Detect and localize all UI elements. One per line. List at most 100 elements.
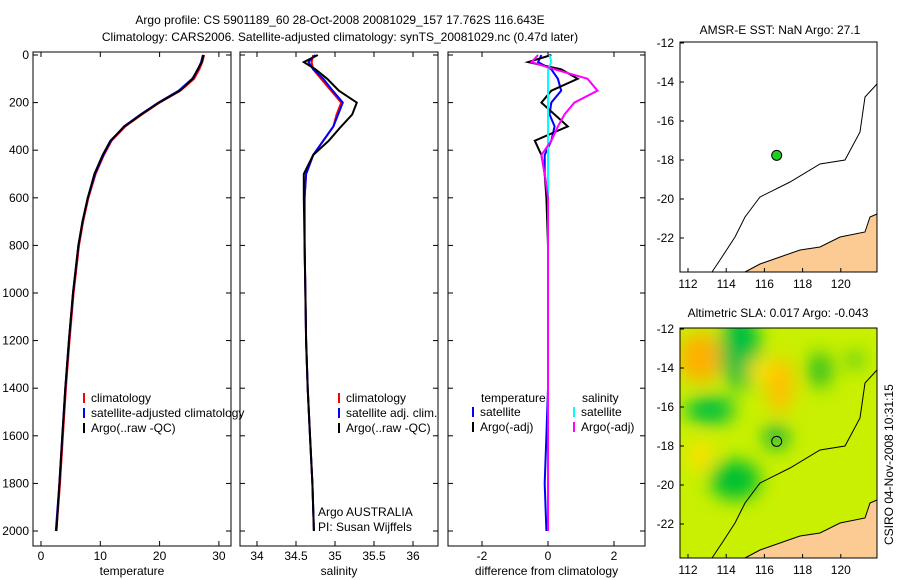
y-tick-label: 1200 <box>2 334 29 348</box>
sla-map-title: Altimetric SLA: 0.017 Argo: -0.043 <box>688 306 869 320</box>
series-line-climatology <box>55 54 206 532</box>
title-line1: Argo profile: CS 5901189_60 28-Oct-2008 … <box>135 13 544 27</box>
x-tick-label: 35.5 <box>362 549 386 563</box>
x-tick-label: 120 <box>831 563 851 577</box>
isobath-line <box>711 83 878 273</box>
legend-swatch <box>472 407 474 417</box>
series-line-argo-raw-qc- <box>55 54 205 532</box>
legend-swatch <box>573 407 575 417</box>
sla-anomaly-blob <box>808 352 832 388</box>
series-line-climatology <box>303 54 343 532</box>
y-tick-label: 1400 <box>2 381 29 395</box>
map-4-frame <box>679 327 878 559</box>
legend-label: climatology <box>346 391 406 405</box>
x-tick-label: 35 <box>328 549 342 563</box>
y-tick-label: 600 <box>9 191 29 205</box>
legend-heading: temperature <box>481 391 546 405</box>
pi-label: PI: Susan Wijffels <box>318 520 412 534</box>
argo-australia-label: Argo AUSTRALIA <box>318 505 413 519</box>
y-tick-label: -16 <box>657 400 675 414</box>
y-tick-label: 1800 <box>2 476 29 490</box>
legend-label: satellite <box>581 405 622 419</box>
y-tick-label: -18 <box>657 153 675 167</box>
y-tick-label: 800 <box>9 238 29 252</box>
sla-anomaly-blob <box>680 333 722 383</box>
footer-stamp: CSIRO 04-Nov-2008 10:31:15 <box>882 384 896 545</box>
legend-label: Argo(..raw -QC) <box>91 421 176 435</box>
x-axis-label: temperature <box>100 564 165 578</box>
map-3-frame <box>679 41 878 273</box>
x-tick-label: 30 <box>212 549 226 563</box>
y-tick-label: -22 <box>657 517 675 531</box>
y-tick-label: -18 <box>657 439 675 453</box>
x-tick-label: 120 <box>831 277 851 291</box>
sst-map-title: AMSR-E SST: NaN Argo: 27.1 <box>700 23 861 37</box>
y-tick-label: -12 <box>657 36 675 50</box>
series-line-salinity-argo-adj- <box>529 54 600 531</box>
legend-swatch <box>338 393 340 403</box>
legend-label: Argo(..raw -QC) <box>346 421 431 435</box>
argo-float-marker <box>771 435 783 447</box>
sla-anomaly-blob <box>685 396 735 424</box>
y-tick-label: 200 <box>9 96 29 110</box>
x-tick-label: 116 <box>755 563 774 577</box>
x-tick-label: 116 <box>755 277 774 291</box>
x-tick-label: -2 <box>477 549 488 563</box>
isobath-line <box>711 369 878 559</box>
series-line-satellite-adjusted-climatology <box>54 54 204 532</box>
y-tick-label: 1000 <box>2 286 29 300</box>
legend-label: satellite <box>480 405 521 419</box>
series-line-argo-raw-qc- <box>301 54 359 532</box>
x-tick-label: 114 <box>717 563 736 577</box>
legend-label: satellite-adjusted climatology <box>91 406 244 420</box>
legend-heading: salinity <box>582 391 619 405</box>
legend-swatch <box>573 422 575 432</box>
y-tick-label: -14 <box>657 75 675 89</box>
y-tick-label: -22 <box>657 231 675 245</box>
y-tick-label: 2000 <box>2 524 29 538</box>
x-axis-label: difference from climatology <box>475 564 618 578</box>
x-tick-label: 0 <box>545 549 552 563</box>
x-tick-label: 36 <box>406 549 420 563</box>
y-tick-label: 400 <box>9 143 29 157</box>
series-line-temperature-argo-adj- <box>524 54 580 531</box>
y-tick-label: 0 <box>22 48 29 62</box>
y-tick-label: -16 <box>657 114 675 128</box>
panel-0-frame <box>32 51 232 547</box>
x-tick-label: 114 <box>717 277 736 291</box>
x-tick-label: 34.5 <box>284 549 308 563</box>
x-tick-label: 112 <box>678 563 697 577</box>
sla-anomaly-blob <box>764 425 788 449</box>
argo-float-marker <box>771 149 783 161</box>
x-tick-label: 2 <box>611 549 618 563</box>
x-tick-label: 0 <box>38 549 45 563</box>
legend-swatch <box>83 423 85 433</box>
x-tick-label: 10 <box>94 549 108 563</box>
legend-label: satellite adj. clim. <box>346 406 437 420</box>
x-tick-label: 34 <box>250 549 264 563</box>
sla-anomaly-blob <box>746 360 774 380</box>
panel-1-frame <box>239 51 439 547</box>
x-tick-label: 20 <box>153 549 167 563</box>
x-axis-label: salinity <box>321 564 358 578</box>
legend-swatch <box>338 423 340 433</box>
sla-anomaly-blob <box>847 352 863 368</box>
y-tick-label: 1600 <box>2 429 29 443</box>
y-tick-label: -20 <box>657 478 675 492</box>
legend-label: Argo(-adj) <box>581 420 634 434</box>
x-tick-label: 118 <box>793 277 812 291</box>
legend-swatch <box>83 408 85 418</box>
legend-label: Argo(-adj) <box>480 420 533 434</box>
y-tick-label: -12 <box>657 322 675 336</box>
title-line2: Climatology: CARS2006. Satellite-adjuste… <box>102 30 578 44</box>
legend-swatch <box>472 422 474 432</box>
legend-swatch <box>338 408 340 418</box>
legend-swatch <box>83 393 85 403</box>
panel-2-frame <box>447 51 646 547</box>
legend-label: climatology <box>91 391 151 405</box>
sla-anomaly-blob <box>710 460 760 500</box>
sla-blobs <box>680 328 863 500</box>
x-tick-label: 112 <box>678 277 697 291</box>
